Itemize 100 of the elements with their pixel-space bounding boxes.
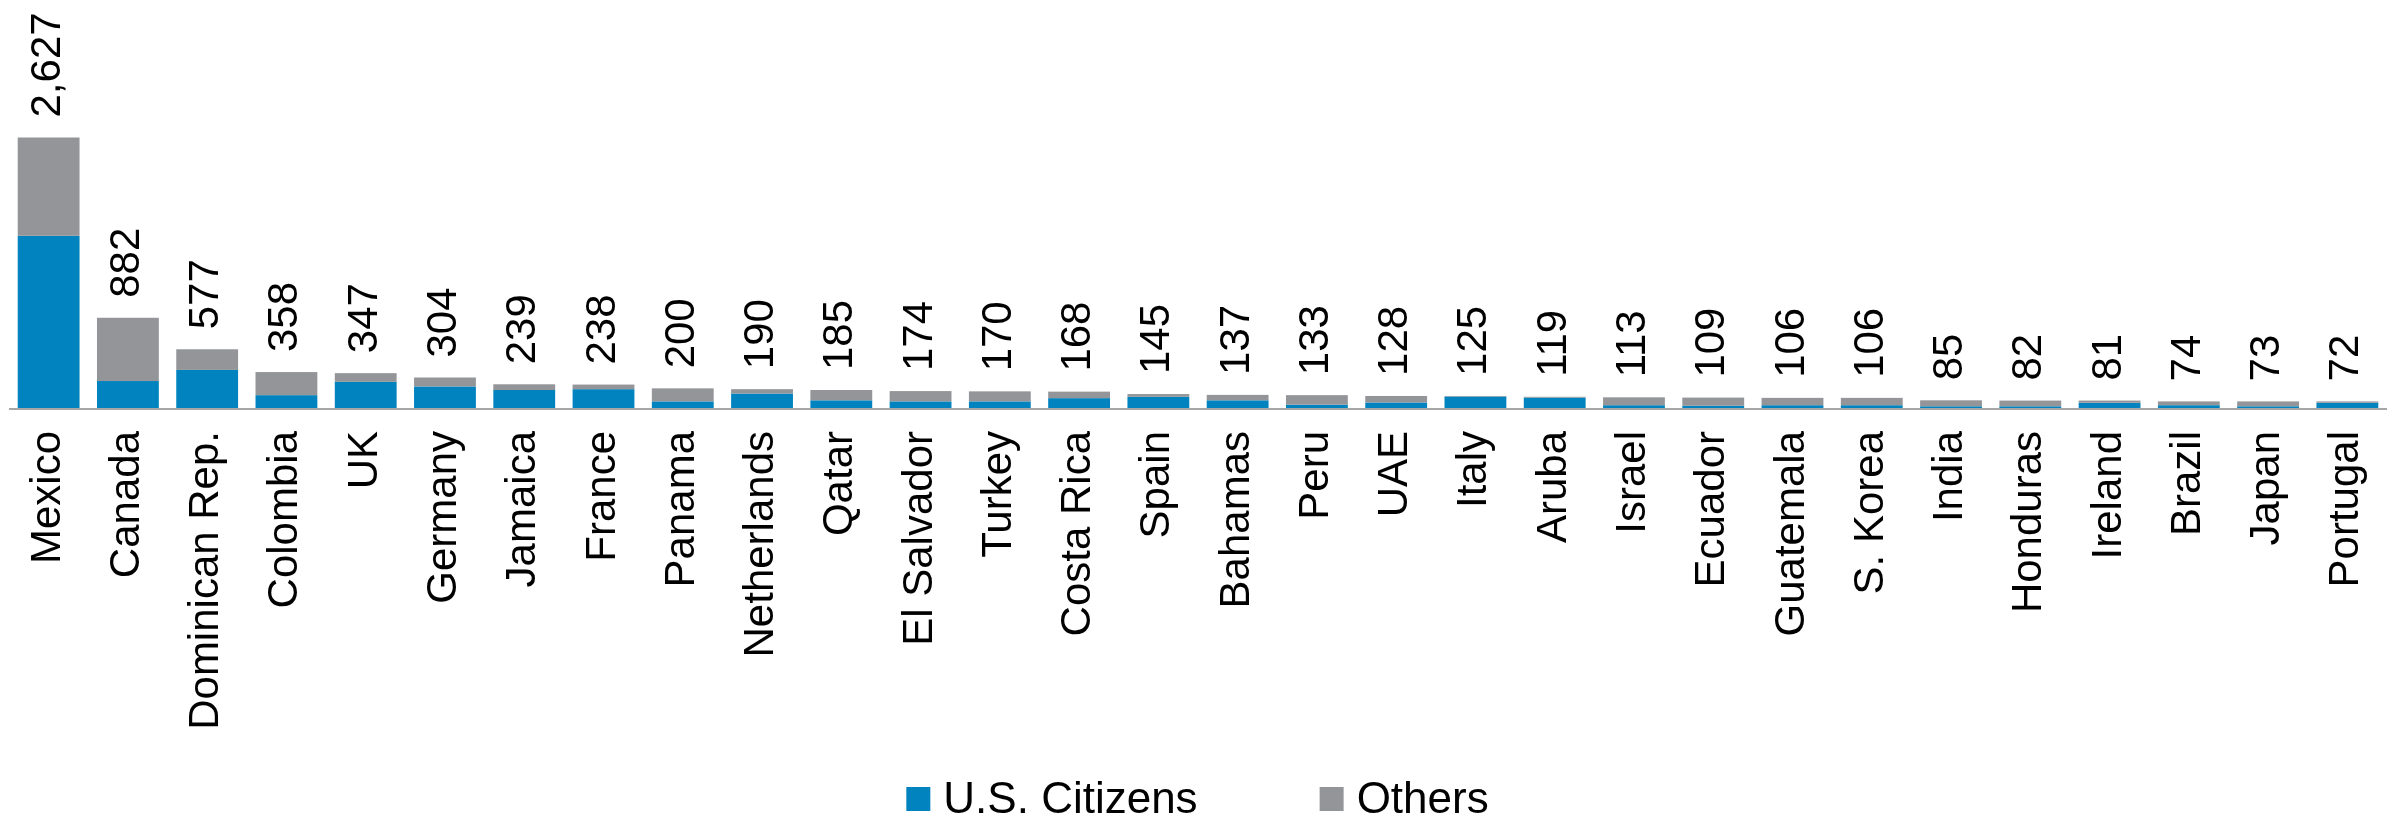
bar: [651, 401, 714, 409]
bar: [1048, 391, 1111, 399]
bar: [334, 373, 397, 382]
annotation: 200: [655, 298, 703, 369]
bar: [2078, 400, 2141, 403]
bar: [2237, 401, 2300, 407]
annotation: 82: [2003, 333, 2051, 381]
x-tick-label: UK: [338, 431, 386, 490]
annotation: 170: [972, 301, 1020, 372]
annotation: 882: [100, 227, 148, 298]
bar: [255, 395, 318, 409]
bar: [731, 393, 793, 409]
bar: [1127, 396, 1190, 409]
bar: [968, 391, 1031, 402]
annotation: 106: [1765, 307, 1813, 378]
x-tick-label: Turkey: [972, 431, 1020, 558]
annotation: 74: [2161, 334, 2209, 382]
x-tick-label: Mexico: [21, 431, 69, 565]
annotation: 358: [259, 282, 307, 353]
bar: [96, 381, 159, 409]
x-tick-label: Ecuador: [1686, 430, 1734, 588]
bar: [1127, 394, 1190, 397]
bar: [255, 372, 318, 396]
bar: [1682, 397, 1745, 406]
x-tick-label: Honduras: [2003, 431, 2051, 614]
bar: [1920, 400, 1982, 407]
x-tick-label: Peru: [1289, 431, 1337, 520]
annotation: 85: [1924, 333, 1972, 381]
x-tick-label: Panama: [655, 430, 703, 588]
annotation: 190: [735, 299, 783, 370]
x-tick-label: Canada: [100, 430, 148, 579]
annotation: 347: [338, 283, 386, 354]
annotation: 238: [576, 294, 624, 365]
legend-label: Others: [1356, 773, 1489, 817]
bar: [968, 401, 1031, 409]
bar: [1603, 397, 1665, 406]
bar: [493, 390, 556, 409]
bar: [1285, 395, 1348, 405]
x-tick-label: Aruba: [1527, 430, 1575, 544]
bar: [572, 389, 635, 409]
bar: [889, 401, 952, 409]
annotation: 109: [1686, 307, 1734, 378]
annotation: 119: [1527, 309, 1575, 377]
bar: [334, 381, 397, 409]
annotation: 2,627: [21, 12, 69, 118]
x-tick-label: Netherlands: [735, 431, 783, 658]
x-tick-label: Portugal: [2320, 431, 2368, 588]
annotation: 125: [1448, 305, 1496, 376]
annotation: 185: [814, 299, 862, 370]
bar: [2157, 401, 2220, 406]
bar: [1365, 395, 1428, 403]
annotation: 145: [1131, 303, 1179, 375]
x-tick-label: Germany: [418, 431, 466, 604]
annotation: 174: [893, 301, 941, 372]
x-tick-label: France: [576, 431, 624, 562]
bar: [1048, 398, 1111, 409]
x-tick-label: Brazil: [2161, 431, 2209, 537]
annotation: 72: [2320, 334, 2368, 382]
bar: [176, 349, 239, 370]
x-tick-label: S. Korea: [1844, 430, 1892, 595]
bar: [1761, 397, 1824, 406]
x-tick-label: Jamaica: [497, 430, 545, 588]
bar: [414, 377, 476, 387]
x-tick-label: Colombia: [259, 430, 307, 609]
x-tick-label: Guatemala: [1765, 430, 1813, 637]
x-tick-label: Japan: [2241, 431, 2289, 546]
bar: [651, 388, 714, 402]
annotation: 137: [1210, 304, 1258, 375]
annotation: 73: [2241, 334, 2289, 382]
x-tick-label: Ireland: [2082, 431, 2130, 560]
annotation: 304: [418, 287, 466, 358]
annotation: 133: [1289, 305, 1337, 376]
bar: [1365, 402, 1428, 409]
x-tick-label: UAE: [1369, 431, 1417, 518]
x-tick-label: El Salvador: [893, 430, 941, 646]
bar: [810, 400, 873, 409]
x-tick-label: Dominican Rep.: [180, 431, 228, 730]
bar: [731, 389, 793, 394]
x-tick-label: Costa Rica: [1052, 430, 1100, 637]
bar: [493, 384, 556, 390]
bar: [889, 391, 952, 402]
annotation: 128: [1369, 305, 1417, 376]
bar: [414, 386, 476, 409]
bar: [1206, 400, 1269, 409]
bar: [810, 390, 873, 401]
annotation: 113: [1607, 310, 1655, 378]
bar: [176, 369, 239, 409]
bar: [17, 137, 80, 236]
bar: [96, 317, 159, 382]
annotation: 106: [1844, 307, 1892, 378]
x-tick-label: Bahamas: [1210, 431, 1258, 609]
annotation: 577: [180, 259, 228, 330]
x-tick-label: Israel: [1607, 431, 1655, 534]
bar: [1206, 394, 1269, 401]
annotation: 168: [1052, 301, 1100, 372]
bar: [1840, 397, 1903, 406]
x-tick-label: Qatar: [814, 430, 862, 537]
x-tick-label: Italy: [1448, 431, 1496, 509]
annotation: 81: [2082, 333, 2130, 381]
bar: [17, 235, 80, 409]
